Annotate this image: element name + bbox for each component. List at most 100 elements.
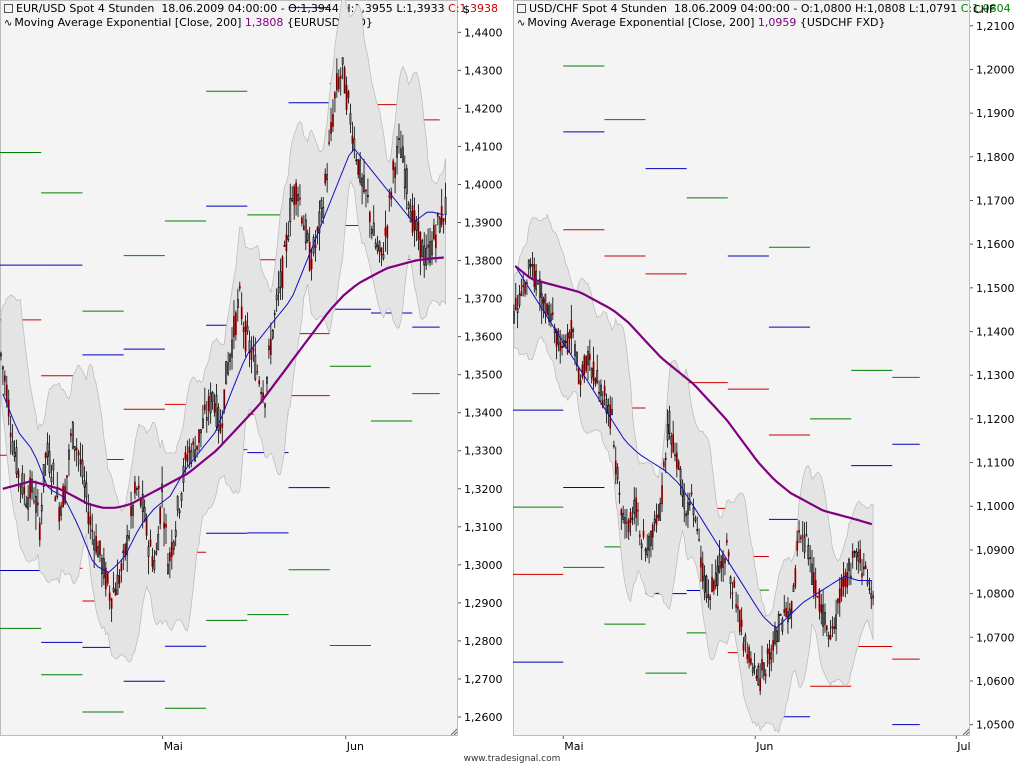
candle-body — [516, 308, 519, 314]
candle-body — [798, 530, 800, 533]
candle-body — [81, 460, 84, 478]
candle-body — [231, 339, 233, 358]
candle-body — [864, 565, 867, 570]
candle-body — [302, 225, 305, 231]
candle-body — [644, 549, 647, 552]
candle-body — [11, 441, 14, 453]
usdchf-high: H:1,0808 — [854, 2, 906, 15]
candle-body — [803, 537, 806, 553]
y-tick-label: 1,3300 — [464, 445, 503, 458]
y-tick-label: 1,2600 — [464, 711, 503, 724]
candle-body — [132, 505, 134, 516]
candle-body — [792, 585, 795, 592]
candle-body — [550, 313, 552, 321]
y-tick-label: 1,3100 — [464, 521, 503, 534]
candle-body — [75, 447, 78, 451]
indicator-wave-icon: ∿ — [4, 18, 13, 29]
candle-body — [824, 611, 826, 625]
candle-body — [577, 367, 580, 385]
candle-body — [66, 475, 68, 478]
candle-body — [607, 405, 610, 414]
candle-body — [655, 514, 658, 526]
candle-body — [353, 138, 356, 149]
candle-body — [790, 601, 793, 614]
candle-body — [384, 227, 387, 237]
candle-body — [324, 173, 327, 184]
candle-body — [705, 575, 708, 599]
candle-body — [618, 492, 621, 495]
candle-body — [415, 220, 418, 231]
candle-body — [112, 587, 115, 592]
candle-body — [540, 293, 543, 309]
footer-credit[interactable]: www.tradesignal.com — [463, 754, 561, 764]
candle-body — [215, 394, 218, 427]
candle-body — [707, 594, 710, 599]
candle-body — [316, 227, 319, 232]
y-tick-label: 1,4000 — [464, 178, 503, 191]
candle-body — [400, 148, 402, 159]
candle-body — [657, 514, 660, 518]
eurusd-close: C:1,3938 — [448, 2, 499, 15]
candle-body — [35, 496, 37, 513]
candle-body — [861, 573, 863, 578]
candle-body — [651, 524, 654, 538]
candle-body — [347, 91, 350, 99]
candle-body — [429, 241, 431, 263]
candle-body — [785, 607, 787, 617]
candle-body — [240, 306, 243, 320]
candle-body — [866, 580, 869, 585]
candle-body — [322, 207, 325, 219]
candle-body — [851, 550, 854, 559]
candle-body — [308, 241, 311, 271]
candle-body — [814, 580, 817, 597]
candle-body — [598, 391, 600, 394]
candle-body — [143, 507, 146, 522]
candle-body — [19, 485, 22, 488]
candle-body — [757, 665, 760, 686]
candle-body — [71, 422, 74, 449]
candle-body — [627, 519, 630, 533]
candle-body — [718, 554, 721, 573]
candle-body — [44, 452, 47, 459]
candle-body — [848, 559, 850, 571]
candle-body — [310, 258, 313, 270]
candle-body — [254, 355, 257, 380]
candle-body — [250, 350, 253, 361]
candle-body — [318, 211, 321, 234]
candle-body — [297, 193, 299, 201]
candle-body — [368, 211, 371, 223]
candle-body — [835, 614, 837, 630]
candle-body — [544, 294, 547, 314]
candle-body — [396, 146, 398, 158]
candle-body — [668, 410, 671, 435]
candle-body — [36, 502, 39, 506]
candle-body — [149, 539, 152, 547]
candle-body — [738, 609, 741, 633]
usdchf-currency-label: CHF — [973, 3, 996, 16]
candle-body — [720, 561, 723, 569]
candle-body — [91, 529, 94, 533]
candle-body — [135, 488, 138, 490]
candle-body — [538, 279, 541, 298]
candle-body — [557, 330, 560, 345]
y-tick-label: 1,1000 — [976, 500, 1015, 513]
candle-body — [698, 539, 700, 541]
ema-short-line — [514, 265, 872, 628]
candle-body — [433, 225, 435, 240]
candle-body — [225, 361, 228, 385]
candle-body — [855, 550, 858, 558]
candle-body — [518, 294, 521, 306]
candle-body — [170, 541, 173, 557]
candle-body — [542, 298, 545, 304]
candle-body — [398, 138, 400, 140]
candle-body — [15, 447, 18, 475]
candle-body — [102, 558, 105, 579]
candle-body — [200, 429, 202, 434]
candle-body — [64, 485, 66, 504]
candle-body — [853, 551, 856, 554]
candle-body — [566, 332, 569, 353]
candle-body — [192, 441, 195, 445]
candle-body — [714, 572, 717, 587]
candle-body — [343, 67, 346, 94]
candle-body — [258, 380, 261, 385]
